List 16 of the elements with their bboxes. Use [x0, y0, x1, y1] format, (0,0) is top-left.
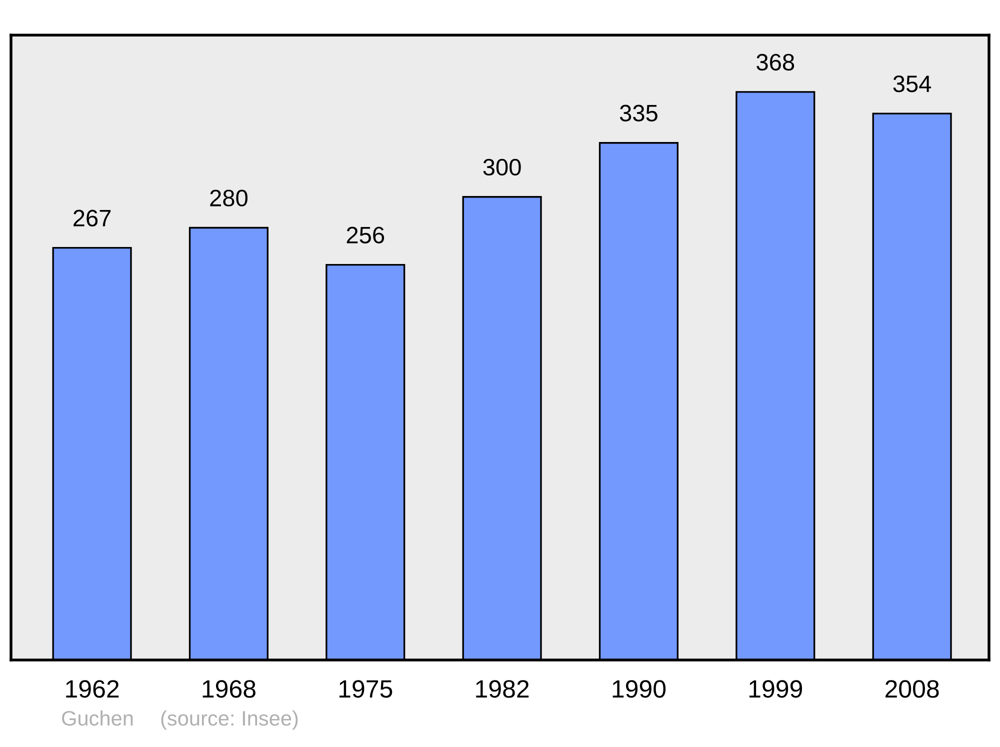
data-label: 300	[483, 158, 521, 176]
text: (source: Insee)	[161, 710, 298, 730]
x-tick-label: 1990	[612, 680, 666, 698]
data-label: 280	[210, 190, 248, 206]
text: Guchen	[62, 710, 133, 726]
x-tick-label: 2008	[886, 680, 939, 698]
x-tick-label: 1975	[339, 680, 392, 698]
data-label: 267	[74, 210, 111, 226]
data-label: 368	[756, 54, 794, 71]
data-label: 335	[620, 104, 658, 122]
data-label: 256	[346, 226, 384, 244]
data-label: 354	[893, 75, 932, 92]
x-tick-label: 1982	[476, 680, 529, 698]
x-tick-label: 1962	[66, 680, 119, 698]
x-tick-label: 1999	[749, 680, 802, 698]
x-tick-label: 1968	[202, 680, 256, 698]
